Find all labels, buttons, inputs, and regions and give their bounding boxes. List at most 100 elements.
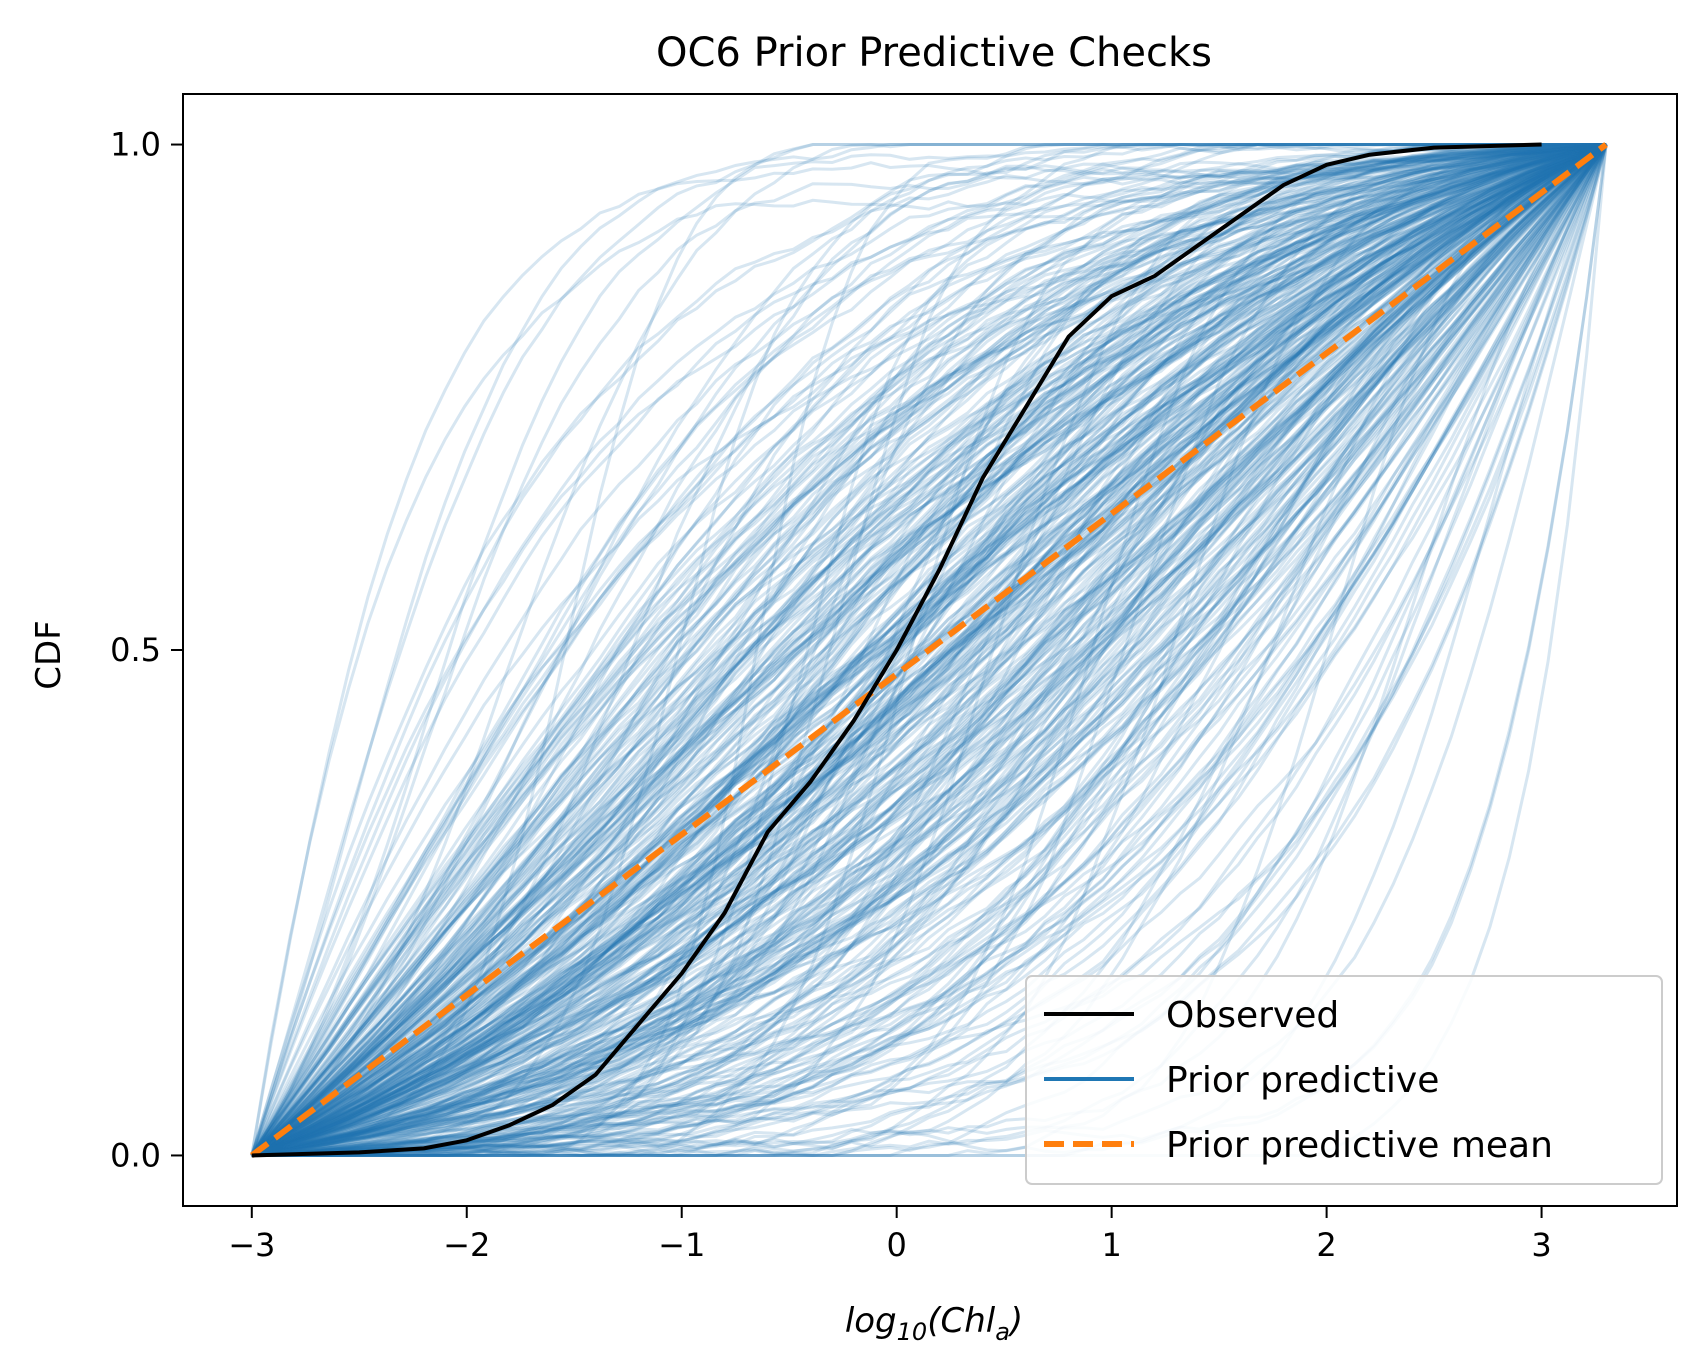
prior-predictive-line — [251, 143, 1607, 1158]
chart-title: OC6 Prior Predictive Checks — [656, 30, 1212, 76]
prior-predictive-line — [251, 143, 1607, 1157]
prior-predictive-line — [251, 143, 1607, 1157]
prior-predictive-line — [250, 143, 1607, 1157]
prior-predictive-line — [250, 143, 1607, 1157]
prior-predictive-line — [251, 143, 1607, 1157]
prior-predictive-line — [251, 143, 1607, 1157]
prior-predictive-line — [251, 143, 1608, 1157]
prior-predictive-line — [250, 143, 1607, 1157]
prior-predictive-line — [251, 143, 1607, 1157]
prior-predictive-line — [251, 143, 1607, 1157]
prior-predictive-line — [251, 143, 1607, 1157]
prior-predictive-line — [251, 143, 1608, 1157]
prior-predictive-line — [251, 143, 1607, 1157]
prior-predictive-line — [251, 143, 1607, 1157]
prior-predictive-line — [251, 143, 1607, 1157]
prior-predictive-line — [251, 143, 1608, 1157]
prior-predictive-line — [250, 143, 1607, 1157]
prior-predictive-line — [251, 143, 1607, 1157]
prior-predictive-line — [251, 143, 1607, 1157]
prior-predictive-line — [250, 143, 1607, 1157]
prior-predictive-line — [251, 143, 1608, 1157]
prior-predictive-line — [251, 143, 1608, 1157]
prior-predictive-line — [251, 143, 1608, 1157]
prior-predictive-line — [251, 143, 1608, 1157]
prior-predictive-mean-line — [249, 142, 1608, 1158]
prior-predictive-line — [251, 143, 1607, 1157]
prior-predictive-line — [251, 143, 1607, 1157]
prior-predictive-line — [251, 143, 1607, 1157]
prior-predictive-line — [250, 143, 1607, 1156]
prior-predictive-line — [251, 143, 1607, 1157]
prior-predictive-line — [250, 143, 1607, 1157]
prior-predictive-line — [251, 143, 1608, 1157]
prior-predictive-line — [251, 143, 1608, 1157]
prior-predictive-line — [251, 143, 1608, 1157]
prior-predictive-line — [250, 143, 1607, 1157]
prior-predictive-line — [250, 143, 1607, 1157]
prior-predictive-line — [251, 144, 1608, 1158]
prior-predictive-line — [250, 143, 1607, 1157]
prior-predictive-line — [251, 143, 1607, 1157]
prior-predictive-line — [250, 143, 1607, 1157]
prior-predictive-line — [250, 143, 1607, 1157]
prior-predictive-line — [251, 143, 1608, 1157]
prior-predictive-line — [250, 143, 1607, 1157]
prior-predictive-line — [251, 143, 1608, 1157]
prior-predictive-line — [251, 143, 1607, 1157]
prior-predictive-line — [250, 143, 1607, 1157]
prior-predictive-line — [251, 143, 1608, 1157]
prior-predictive-line — [251, 143, 1607, 1157]
x-tick-label: −3 — [228, 1226, 275, 1264]
prior-predictive-line — [251, 143, 1608, 1158]
prior-predictive-line — [251, 143, 1607, 1157]
prior-predictive-line — [251, 143, 1607, 1157]
prior-predictive-line — [251, 143, 1608, 1157]
prior-predictive-line — [251, 143, 1607, 1157]
prior-predictive-line — [251, 143, 1608, 1157]
prior-predictive-line — [250, 143, 1607, 1157]
prior-predictive-line — [251, 143, 1608, 1157]
prior-predictive-line — [251, 143, 1608, 1157]
prior-predictive-line — [251, 143, 1608, 1157]
prior-predictive-line — [250, 143, 1607, 1157]
prior-predictive-line — [250, 143, 1607, 1157]
prior-predictive-line — [251, 143, 1607, 1157]
prior-predictive-line — [250, 143, 1607, 1157]
prior-predictive-line — [250, 143, 1607, 1157]
prior-predictive-line — [251, 143, 1607, 1157]
prior-predictive-line — [251, 143, 1608, 1157]
prior-predictive-line — [251, 143, 1607, 1157]
prior-predictive-line — [250, 143, 1607, 1157]
prior-predictive-line — [251, 143, 1608, 1157]
prior-predictive-line — [251, 143, 1607, 1157]
prior-predictive-line — [251, 143, 1607, 1157]
prior-predictive-line — [250, 143, 1607, 1157]
prior-predictive-line — [250, 143, 1607, 1157]
prior-predictive-line — [251, 143, 1608, 1157]
prior-predictive-line — [251, 143, 1608, 1157]
prior-predictive-line — [250, 143, 1607, 1157]
prior-predictive-line — [251, 143, 1607, 1157]
prior-predictive-line — [251, 143, 1608, 1157]
prior-predictive-line — [250, 143, 1607, 1157]
prior-predictive-line — [251, 143, 1607, 1157]
prior-predictive-line — [251, 143, 1607, 1157]
prior-predictive-line — [250, 143, 1607, 1157]
prior-predictive-line — [251, 144, 1608, 1157]
prior-predictive-line — [251, 143, 1607, 1157]
prior-predictive-line — [251, 143, 1607, 1157]
prior-predictive-line — [251, 143, 1607, 1157]
prior-predictive-line — [250, 143, 1607, 1157]
prior-predictive-line — [251, 143, 1607, 1157]
prior-predictive-line — [251, 143, 1608, 1157]
prior-predictive-line — [251, 143, 1607, 1157]
prior-predictive-line — [250, 143, 1607, 1157]
prior-predictive-line — [250, 143, 1607, 1157]
prior-predictive-line — [251, 143, 1607, 1157]
prior-predictive-line — [250, 143, 1607, 1157]
prior-predictive-line — [251, 143, 1607, 1157]
x-axis-label: log10(Chla) — [845, 1301, 1023, 1346]
prior-predictive-line — [251, 143, 1607, 1157]
prior-predictive-line — [250, 143, 1607, 1156]
